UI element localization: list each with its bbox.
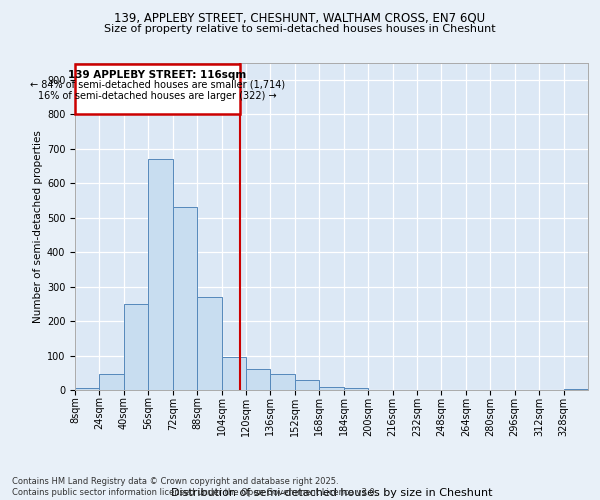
Text: 16% of semi-detached houses are larger (322) →: 16% of semi-detached houses are larger (… (38, 91, 277, 101)
Text: Contains HM Land Registry data © Crown copyright and database right 2025.: Contains HM Land Registry data © Crown c… (12, 477, 338, 486)
Text: Size of property relative to semi-detached houses houses in Cheshunt: Size of property relative to semi-detach… (104, 24, 496, 34)
Bar (344, 388, 368, 390)
Bar (75, 64, 240, 114)
Bar (319, 386, 344, 390)
X-axis label: Distribution of semi-detached houses by size in Cheshunt: Distribution of semi-detached houses by … (171, 488, 492, 498)
Bar (173, 208, 197, 390)
Bar (148, 159, 173, 390)
Text: Contains public sector information licensed under the Open Government Licence v3: Contains public sector information licen… (12, 488, 377, 497)
Bar (197, 297, 221, 390)
Bar (124, 304, 148, 390)
Text: 139, APPLEBY STREET, CHESHUNT, WALTHAM CROSS, EN7 6QU: 139, APPLEBY STREET, CHESHUNT, WALTHAM C… (115, 12, 485, 24)
Bar (100, 374, 124, 390)
Bar (246, 370, 271, 390)
Bar (271, 374, 295, 390)
Bar (221, 357, 246, 390)
Text: 139 APPLEBY STREET: 116sqm: 139 APPLEBY STREET: 116sqm (68, 70, 247, 80)
Y-axis label: Number of semi-detached properties: Number of semi-detached properties (32, 130, 43, 322)
Text: ← 84% of semi-detached houses are smaller (1,714): ← 84% of semi-detached houses are smalle… (30, 80, 285, 90)
Bar (295, 380, 319, 390)
Bar (75, 388, 100, 390)
